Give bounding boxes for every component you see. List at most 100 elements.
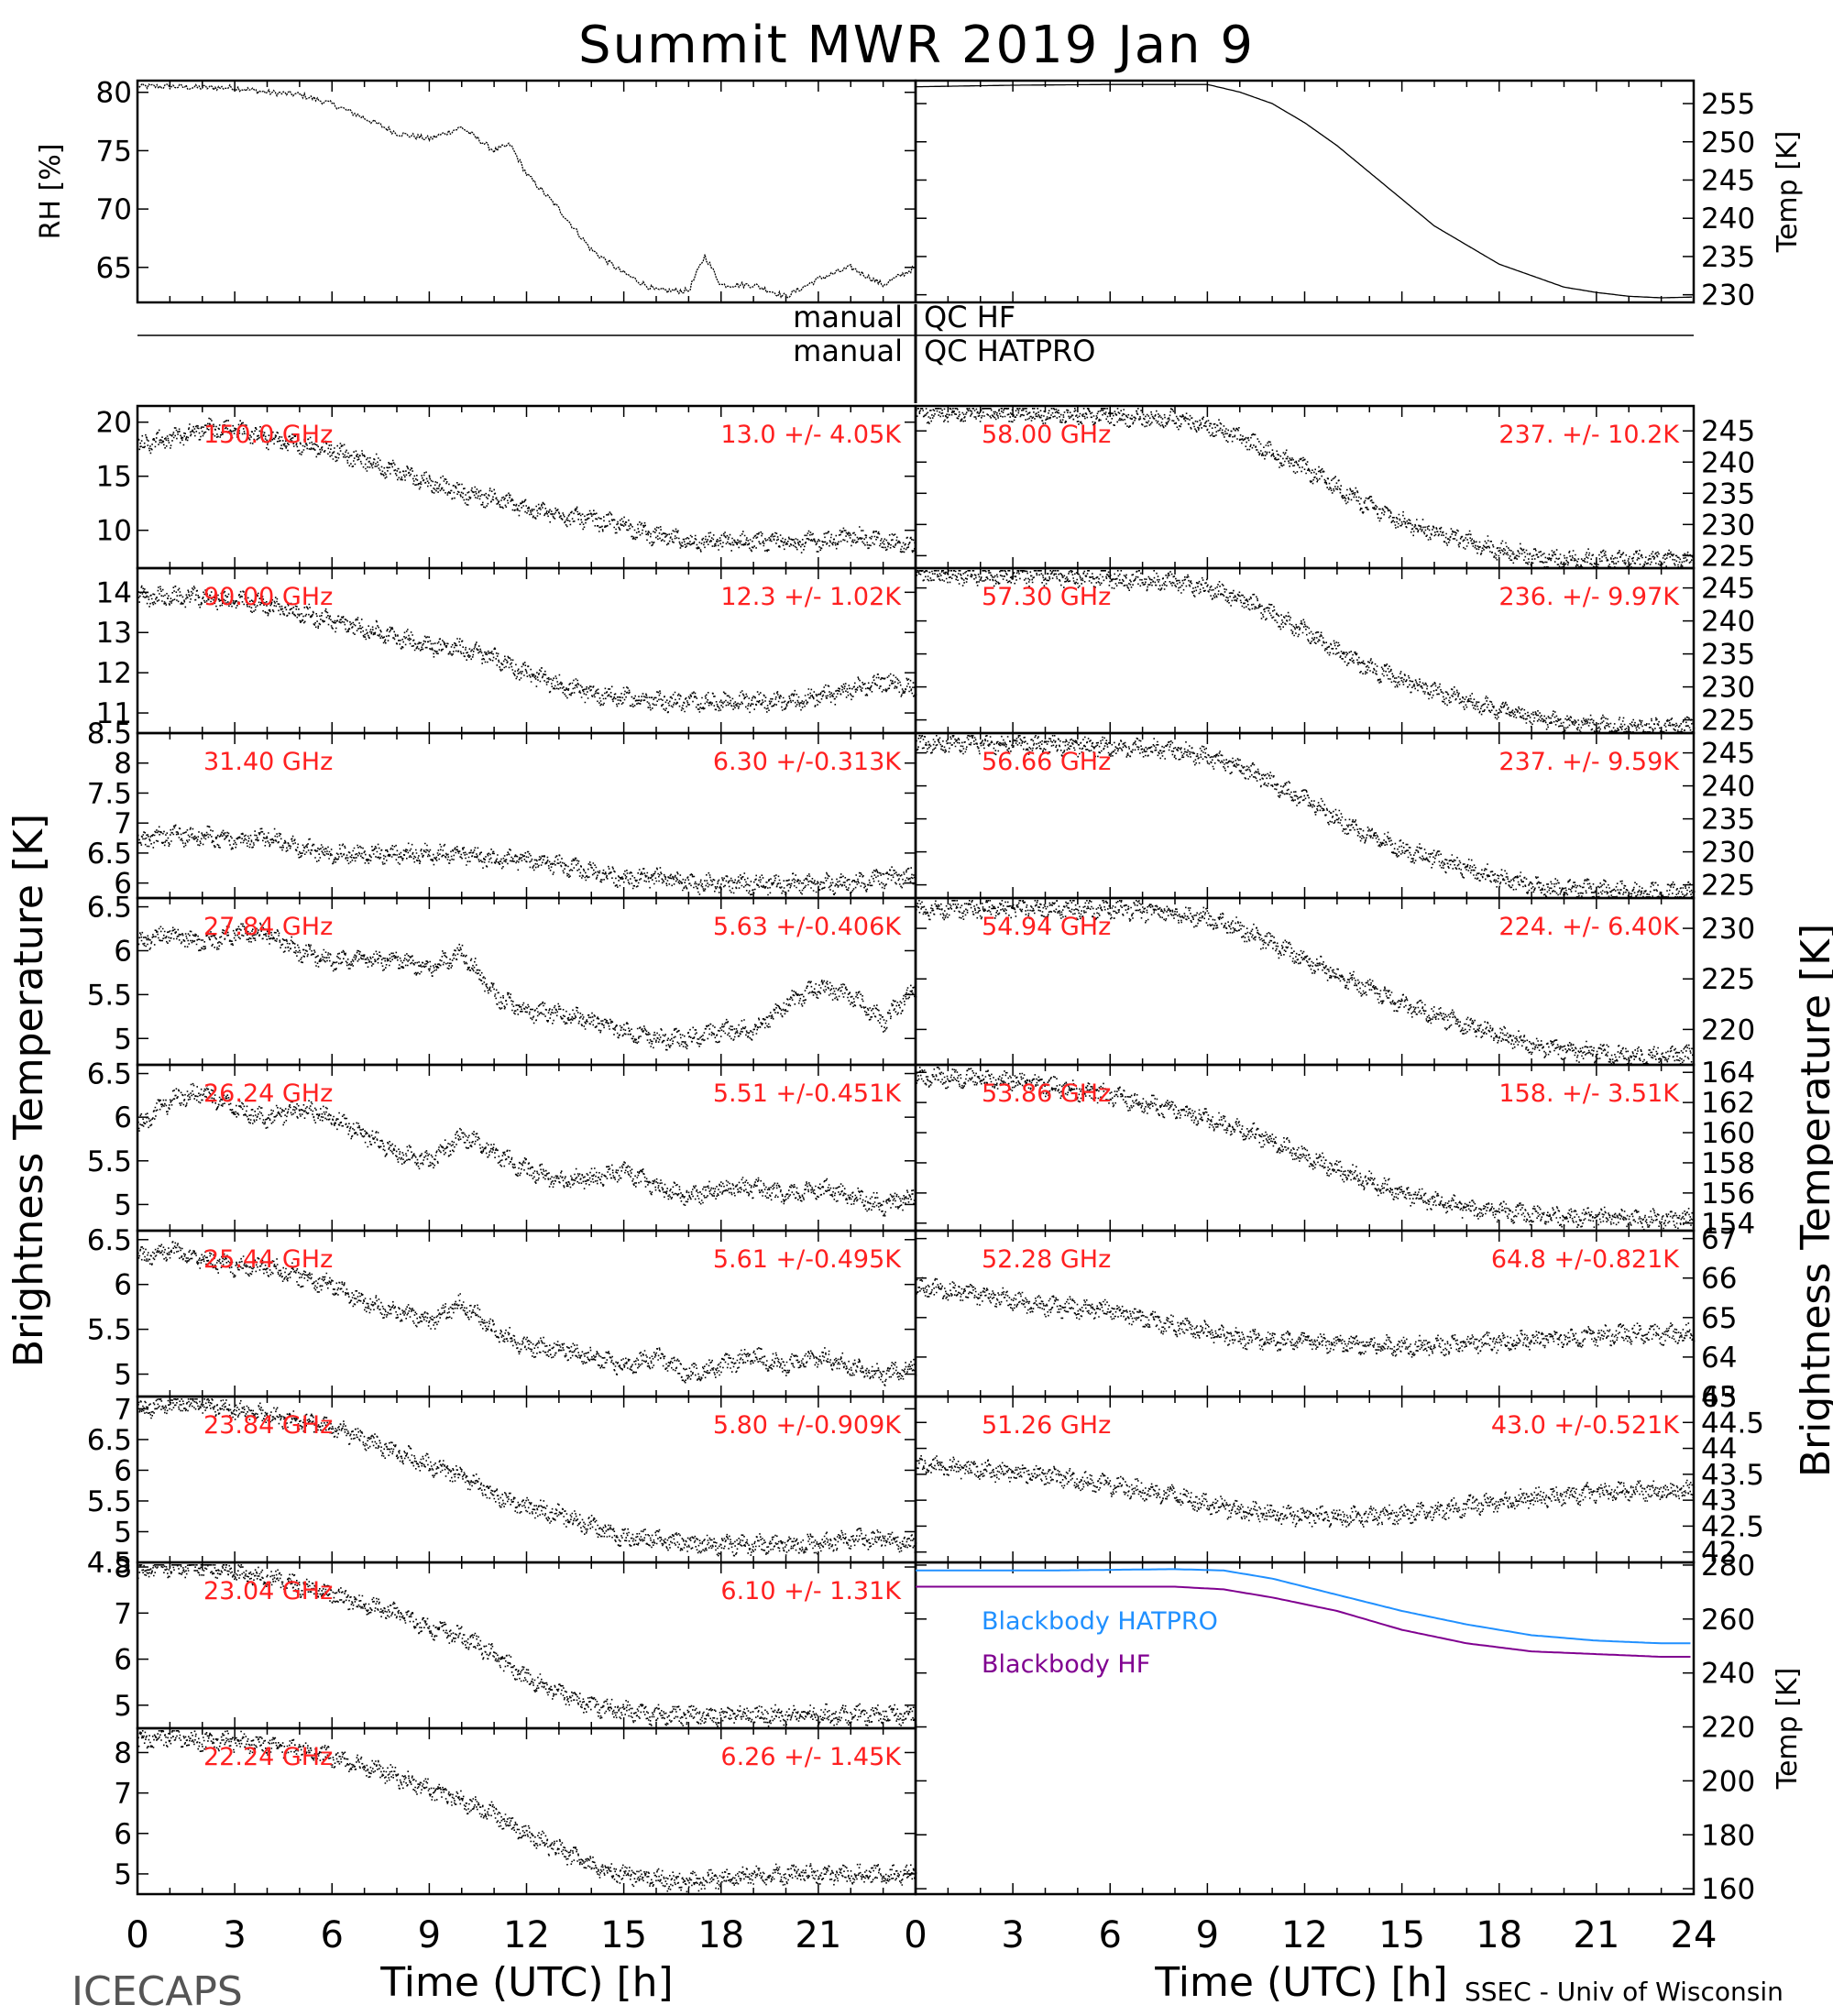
channel-label: 51.26 GHz (982, 1411, 1111, 1440)
panel-c3140: 66.577.588.5 31.40 GHz 6.30 +/-0.313K (87, 718, 917, 901)
y-tick-label: 5.5 (87, 1485, 132, 1518)
y-axis-label-right: Brightness Temperature [K] (1793, 924, 1833, 1477)
data-points (137, 922, 917, 1051)
y-tick-label: 6 (114, 1644, 132, 1677)
y-tick-label: 235 (1701, 241, 1755, 274)
y-tick-label: 5 (114, 1516, 132, 1549)
series-line-1 (916, 1585, 1691, 1658)
y-tick-label: 245 (1701, 164, 1755, 197)
panel-c5228: 63 64 65 66 67 52.28 GHz 64.8 +/-0.821K (914, 1223, 1737, 1414)
channel-stats: 237. +/- 10.2K (1498, 421, 1680, 449)
y-tick-label: 154 (1701, 1208, 1755, 1241)
channel-stats: 6.10 +/- 1.31K (720, 1577, 902, 1605)
y-tick-label: 225 (1701, 963, 1755, 996)
y-tick-label: 13 (96, 617, 132, 650)
y-tick-label: 158 (1701, 1147, 1755, 1180)
y-tick-label: 15 (96, 461, 132, 494)
y-tick-label: 235 (1701, 639, 1755, 672)
panel-ylabel: Temp [K] (1772, 131, 1804, 254)
y-tick-label: 44.5 (1701, 1407, 1764, 1440)
x-tick-label: 0 (126, 1914, 148, 1956)
x-tick-label: 24 (1671, 1914, 1718, 1956)
x-tick-label: 9 (1196, 1914, 1219, 1956)
y-tick-label: 70 (96, 193, 132, 226)
panel-c2384: 4.555.566.57 23.84 GHz 5.80 +/-0.909K (87, 1393, 917, 1580)
y-tick-label: 260 (1701, 1604, 1755, 1637)
y-tick-label: 280 (1701, 1550, 1755, 1583)
y-tick-label: 8.5 (87, 718, 132, 751)
y-tick-label: 220 (1701, 1013, 1755, 1046)
x-tick-label: 12 (503, 1914, 550, 1956)
y-tick-label: 6 (114, 1818, 132, 1851)
panel-temp: 230 235 240 245 250 255 Temp [K] (914, 79, 1804, 312)
y-tick-label: 5.5 (87, 979, 132, 1012)
y-tick-label: 230 (1701, 837, 1755, 870)
channel-label: 58.00 GHz (982, 421, 1111, 449)
series-line-0 (916, 1568, 1691, 1645)
channel-stats: 5.51 +/-0.451K (713, 1079, 902, 1108)
x-tick-label: 6 (321, 1914, 344, 1956)
x-tick-label: 3 (223, 1914, 246, 1956)
x-tick-label: 15 (1378, 1914, 1425, 1956)
y-tick-label: 5 (114, 1858, 132, 1891)
y-tick-label: 240 (1701, 446, 1755, 479)
y-tick-label: 7 (114, 1393, 132, 1426)
y-tick-label: 80 (96, 77, 132, 110)
channel-label: 56.66 GHz (982, 748, 1111, 776)
channel-label: 26.24 GHz (203, 1079, 333, 1108)
channel-stats: 224. +/- 6.40K (1498, 913, 1680, 941)
y-tick-label: 11 (96, 697, 132, 730)
channel-label: 150.0 GHz (203, 421, 333, 449)
channel-stats: 5.63 +/-0.406K (713, 913, 902, 941)
chart-title: Summit MWR 2019 Jan 9 (578, 16, 1255, 75)
y-tick-label: 225 (1701, 705, 1755, 738)
y-tick-label: 245 (1701, 738, 1755, 771)
y-tick-label: 8 (114, 1737, 132, 1769)
y-tick-label: 6 (114, 1454, 132, 1487)
y-tick-label: 6 (114, 935, 132, 968)
x-axis-label-right: Time (UTC) [h] (1154, 1959, 1447, 2006)
data-points (916, 570, 1696, 733)
y-tick-label: 6.5 (87, 838, 132, 871)
y-tick-label: 230 (1701, 913, 1755, 946)
qc-hatpro-manual: manual (793, 334, 903, 368)
panel-c2544: 5 5.5 6 6.5 25.44 GHz 5.61 +/-0.495K (87, 1224, 917, 1398)
y-tick-label: 164 (1701, 1057, 1755, 1090)
panel-ylabel: Temp [K] (1772, 1668, 1804, 1791)
y-tick-label: 63 (1701, 1381, 1737, 1414)
y-tick-label: 66 (1701, 1263, 1737, 1296)
y-tick-label: 230 (1701, 509, 1755, 542)
channel-label: 53.86 GHz (982, 1079, 1111, 1108)
panel-c2224: 5 6 7 8 22.24 GHz 6.26 +/- 1.45K (114, 1726, 917, 1896)
data-points (137, 824, 917, 896)
channel-stats: 5.80 +/-0.909K (713, 1411, 902, 1440)
series-line (137, 82, 915, 299)
y-tick-label: 240 (1701, 771, 1755, 804)
y-tick-label: 156 (1701, 1178, 1755, 1211)
y-tick-label: 7 (114, 807, 132, 840)
channel-label: 23.04 GHz (203, 1577, 333, 1605)
y-tick-label: 180 (1701, 1819, 1755, 1852)
x-tick-label: 15 (600, 1914, 647, 1956)
y-tick-label: 240 (1701, 1658, 1755, 1691)
y-tick-label: 42.5 (1701, 1510, 1764, 1543)
x-tick-label: 3 (1001, 1914, 1024, 1956)
channel-label: 23.84 GHz (203, 1411, 333, 1440)
y-tick-label: 6.5 (87, 892, 132, 925)
x-tick-label: 0 (904, 1914, 927, 1956)
y-tick-label: 20 (96, 407, 132, 440)
y-tick-label: 160 (1701, 1873, 1755, 1906)
y-tick-label: 45 (1701, 1381, 1737, 1414)
channel-stats: 237. +/- 9.59K (1498, 748, 1680, 776)
y-tick-label: 43.5 (1701, 1459, 1764, 1492)
y-tick-label: 67 (1701, 1223, 1737, 1256)
y-tick-label: 6.5 (87, 1058, 132, 1091)
x-tick-label: 6 (1099, 1914, 1122, 1956)
y-tick-label: 200 (1701, 1765, 1755, 1798)
